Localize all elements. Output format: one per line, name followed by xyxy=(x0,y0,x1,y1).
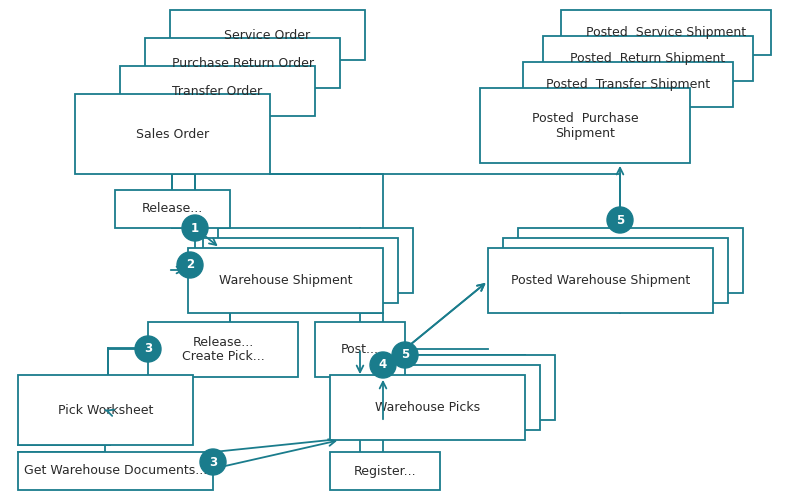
Bar xyxy=(18,452,213,490)
Text: Release...
Create Pick...: Release... Create Pick... xyxy=(182,336,264,364)
Bar xyxy=(148,322,298,377)
Bar xyxy=(360,355,555,420)
Text: Posted  Service Shipment: Posted Service Shipment xyxy=(586,26,746,39)
Circle shape xyxy=(392,342,418,368)
Text: 3: 3 xyxy=(209,455,217,468)
Bar xyxy=(203,238,398,303)
Circle shape xyxy=(370,352,396,378)
Text: Register...: Register... xyxy=(354,464,417,477)
Bar xyxy=(170,10,365,60)
Bar xyxy=(330,452,440,490)
Bar xyxy=(315,322,405,377)
Text: Post...: Post... xyxy=(341,343,379,356)
Text: Warehouse Shipment: Warehouse Shipment xyxy=(219,274,352,287)
Text: 5: 5 xyxy=(616,213,624,226)
Circle shape xyxy=(607,207,633,233)
Bar xyxy=(488,248,713,313)
Bar xyxy=(330,375,525,440)
Text: 3: 3 xyxy=(144,343,152,356)
Bar xyxy=(18,375,193,445)
Text: Sales Order: Sales Order xyxy=(136,127,209,140)
Text: 2: 2 xyxy=(186,259,194,272)
Text: 4: 4 xyxy=(379,359,387,372)
Bar xyxy=(120,66,315,116)
Bar xyxy=(523,62,733,107)
Text: Posted  Transfer Shipment: Posted Transfer Shipment xyxy=(546,78,710,91)
Bar xyxy=(503,238,728,303)
Text: 1: 1 xyxy=(191,221,199,234)
Text: Release...: Release... xyxy=(142,202,203,215)
Text: Posted  Purchase
Shipment: Posted Purchase Shipment xyxy=(531,112,638,139)
Text: Pick Worksheet: Pick Worksheet xyxy=(58,403,153,416)
Bar xyxy=(561,10,771,55)
Text: Service Order: Service Order xyxy=(225,29,310,42)
Bar xyxy=(518,228,743,293)
Text: Posted Warehouse Shipment: Posted Warehouse Shipment xyxy=(511,274,690,287)
Bar xyxy=(218,228,413,293)
Bar xyxy=(75,94,270,174)
Text: Purchase Return Order: Purchase Return Order xyxy=(171,57,314,70)
Bar xyxy=(188,248,383,313)
Circle shape xyxy=(182,215,208,241)
Text: Get Warehouse Documents...: Get Warehouse Documents... xyxy=(24,464,208,477)
Circle shape xyxy=(200,449,226,475)
Bar xyxy=(543,36,753,81)
Bar xyxy=(480,88,690,163)
Text: 5: 5 xyxy=(401,349,410,362)
Circle shape xyxy=(135,336,161,362)
Circle shape xyxy=(177,252,203,278)
Bar xyxy=(345,365,540,430)
Text: Transfer Order: Transfer Order xyxy=(172,85,263,98)
Bar xyxy=(115,190,230,228)
Bar xyxy=(145,38,340,88)
Text: Posted  Return Shipment: Posted Return Shipment xyxy=(571,52,725,65)
Text: Warehouse Picks: Warehouse Picks xyxy=(375,401,480,414)
